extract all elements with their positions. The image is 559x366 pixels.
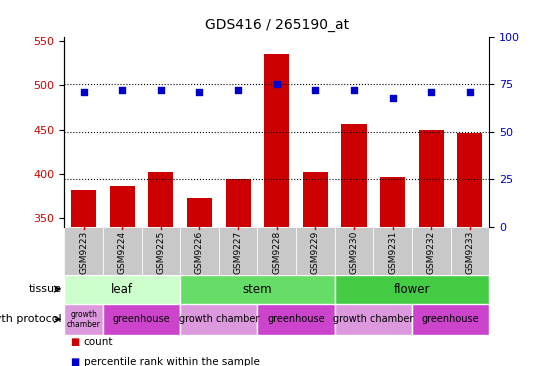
Bar — [380, 178, 405, 227]
Point — [234, 87, 243, 93]
Text: greenhouse: greenhouse — [421, 314, 479, 324]
Text: GSM9227: GSM9227 — [234, 231, 243, 274]
Text: stem: stem — [243, 283, 272, 296]
Bar — [110, 186, 135, 227]
Text: count: count — [84, 337, 113, 347]
Bar — [335, 274, 489, 304]
Bar — [451, 227, 489, 274]
Text: leaf: leaf — [111, 283, 133, 296]
Bar — [412, 227, 451, 274]
Text: growth chamber: growth chamber — [178, 314, 259, 324]
Bar — [342, 124, 367, 227]
Bar — [103, 304, 180, 335]
Bar — [64, 304, 103, 335]
Bar — [457, 133, 482, 227]
Point — [427, 89, 435, 95]
Text: GSM9232: GSM9232 — [427, 231, 435, 274]
Text: GSM9223: GSM9223 — [79, 231, 88, 274]
Point — [195, 89, 204, 95]
Text: growth protocol: growth protocol — [0, 314, 61, 324]
Text: GDS416 / 265190_at: GDS416 / 265190_at — [205, 18, 349, 32]
Bar — [71, 190, 96, 227]
Text: ■: ■ — [70, 337, 79, 347]
Text: GSM9230: GSM9230 — [349, 231, 358, 274]
Bar — [219, 227, 257, 274]
Bar — [141, 227, 180, 274]
Point — [79, 89, 88, 95]
Bar — [257, 304, 335, 335]
Bar — [335, 227, 373, 274]
Point — [311, 87, 320, 93]
Point — [465, 89, 474, 95]
Text: GSM9228: GSM9228 — [272, 231, 281, 274]
Point — [118, 87, 127, 93]
Bar — [264, 54, 289, 227]
Bar — [373, 227, 412, 274]
Text: tissue: tissue — [29, 284, 61, 294]
Bar — [103, 227, 141, 274]
Text: greenhouse: greenhouse — [267, 314, 325, 324]
Bar — [180, 274, 335, 304]
Text: percentile rank within the sample: percentile rank within the sample — [84, 357, 260, 366]
Text: GSM9224: GSM9224 — [118, 231, 127, 274]
Point — [157, 87, 165, 93]
Text: ■: ■ — [70, 357, 79, 366]
Bar — [419, 130, 444, 227]
Bar — [180, 304, 257, 335]
Bar — [148, 172, 173, 227]
Text: GSM9226: GSM9226 — [195, 231, 204, 274]
Text: GSM9233: GSM9233 — [465, 231, 475, 274]
Point — [349, 87, 358, 93]
Bar — [64, 274, 180, 304]
Text: GSM9229: GSM9229 — [311, 231, 320, 274]
Point — [388, 94, 397, 100]
Text: GSM9231: GSM9231 — [388, 231, 397, 274]
Text: growth chamber: growth chamber — [333, 314, 414, 324]
Bar — [225, 179, 250, 227]
Point — [272, 81, 281, 87]
Text: greenhouse: greenhouse — [113, 314, 170, 324]
Bar — [257, 227, 296, 274]
Bar — [180, 227, 219, 274]
Text: flower: flower — [394, 283, 430, 296]
Text: GSM9225: GSM9225 — [157, 231, 165, 274]
Bar — [335, 304, 412, 335]
Bar — [412, 304, 489, 335]
Bar — [64, 227, 103, 274]
Bar — [303, 172, 328, 227]
Bar — [296, 227, 335, 274]
Bar — [187, 198, 212, 227]
Text: growth
chamber: growth chamber — [67, 310, 101, 329]
